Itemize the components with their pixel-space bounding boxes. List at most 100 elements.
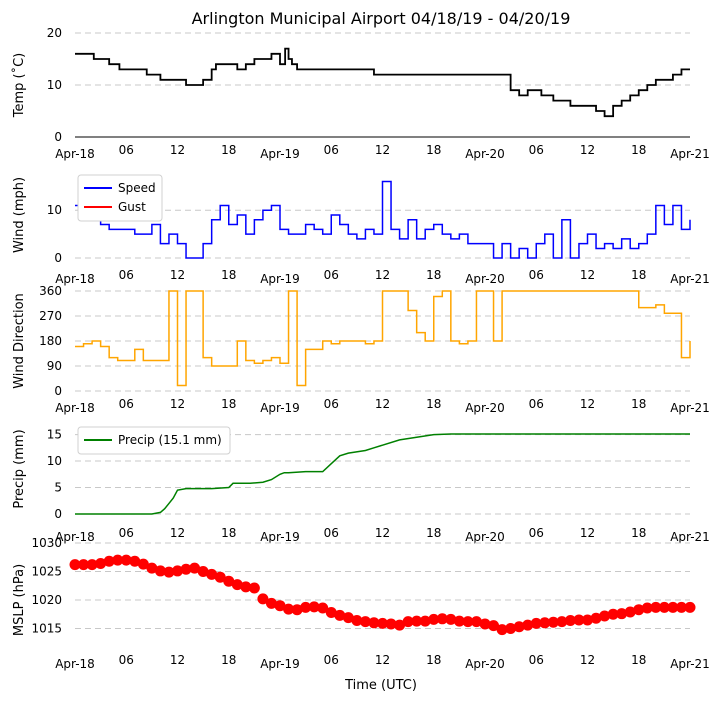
mslp-point [616,608,628,620]
mslp-point [505,623,517,634]
temp-x-tick-label: 12 [375,143,390,157]
mslp-x-tick-label: 06 [324,653,339,667]
temp-y-tick-label: 20 [47,26,62,40]
wind-x-tick-label: Apr-19 [260,272,300,286]
precip-series-precip-15-1-mm- [75,433,690,515]
precip-x-tick-label: Apr-20 [465,530,505,544]
mslp-x-tick-label: Apr-19 [260,657,300,671]
wind-x-tick-label: 06 [119,268,134,282]
direction-panel: 0 90 180 270 360 Wind Direction Apr-18 06 12 18 Ap… [12,284,710,415]
mslp-point [223,575,235,587]
precip-x-tick-label: Apr-18 [55,530,95,544]
mslp-point [377,617,388,629]
mslp-point [197,566,209,577]
mslp-point [564,615,576,627]
mslp-point [274,600,286,612]
mslp-point [129,555,141,567]
mslp-point [69,559,81,571]
mslp-point [368,617,380,629]
precip-x-tick-label: 06 [119,526,134,540]
chart-title: Arlington Municipal Airport 04/18/19 - 0… [192,9,571,28]
mslp-point [325,607,337,619]
mslp-point [154,565,166,577]
wind-x-tick-label: 12 [580,268,595,282]
precip-x-tick-label: Apr-19 [260,530,300,544]
temp-x-tick-label: 12 [170,143,185,157]
precip-x-tick-label: 18 [631,526,646,540]
mslp-x-tick-label: 12 [375,653,390,667]
precip-x-tick-label: 18 [221,526,236,540]
x-axis-title: Time (UTC) [344,678,417,693]
mslp-x-tick-label: 06 [529,653,544,667]
temp-panel: 0 10 20 Temp (˚C) Apr-18 06 12 18 Apr-19 06 12 18 Ap… [11,26,710,161]
mslp-point [78,559,90,571]
precip-x-tick-label: 06 [324,526,339,540]
wind-x-tick-label: Apr-18 [55,272,95,286]
mslp-point [522,619,534,631]
wind-legend-label: Speed [118,181,156,195]
mslp-y-tick-label: 1025 [31,565,62,579]
direction-x-tick-label: 18 [631,397,646,411]
mslp-point [248,582,260,594]
mslp-point [137,558,149,570]
wind-y-tick-label: 0 [54,251,62,265]
precip-y-axis-title: Precip (mm) [12,429,27,508]
mslp-point [180,563,192,575]
mslp-point [633,604,645,616]
mslp-point [163,566,175,578]
mslp-point [462,616,474,628]
wind-x-tick-label: 12 [375,268,390,282]
temp-x-tick-label: 18 [221,143,236,157]
mslp-point [590,612,602,624]
mslp-x-tick-label: 18 [221,653,236,667]
mslp-y-tick-label: 1030 [31,536,62,550]
direction-x-tick-label: 06 [324,397,339,411]
precip-x-tick-label: Apr-21 [670,530,710,544]
precip-x-tick-label: 12 [580,526,595,540]
temp-x-tick-label: 12 [580,143,595,157]
wind-x-tick-label: Apr-21 [670,272,710,286]
mslp-point [189,562,201,574]
precip-y-tick-label: 5 [54,481,62,495]
mslp-point [112,554,124,566]
mslp-point [291,604,303,616]
wind-legend-label: Gust [118,200,146,214]
temp-x-tick-label: Apr-18 [55,147,95,161]
mslp-x-tick-label: 18 [426,653,441,667]
direction-y-axis-title: Wind Direction [12,293,27,389]
direction-x-tick-label: Apr-18 [55,401,95,415]
direction-x-tick-label: 18 [221,397,236,411]
wind-x-tick-label: 18 [426,268,441,282]
mslp-point [684,601,696,613]
wind-x-tick-label: Apr-20 [465,272,505,286]
mslp-point [436,613,448,625]
mslp-point [530,617,542,629]
wind-x-tick-label: 06 [529,268,544,282]
wind-legend-box [77,174,163,222]
mslp-point [86,559,98,571]
mslp-point [470,616,482,628]
mslp-point [385,618,397,630]
wind-y-tick-label: 10 [47,203,62,217]
mslp-point [556,616,568,628]
mslp-point [214,571,226,583]
mslp-point [283,603,295,615]
mslp-point [146,562,158,574]
mslp-point [658,601,670,613]
mslp-y-tick-label: 1020 [31,593,62,607]
mslp-point [675,601,687,613]
mslp-point [394,619,406,631]
mslp-point [172,565,183,577]
mslp-point [488,620,500,632]
mslp-x-tick-label: 06 [119,653,134,667]
mslp-x-tick-label: Apr-20 [465,657,505,671]
direction-x-tick-label: 18 [426,397,441,411]
mslp-point [206,568,218,580]
mslp-point [453,615,465,627]
mslp-point [445,613,457,625]
direction-y-tick-label: 180 [39,334,62,348]
mslp-point [334,609,346,621]
wind-series-speed [75,180,691,259]
